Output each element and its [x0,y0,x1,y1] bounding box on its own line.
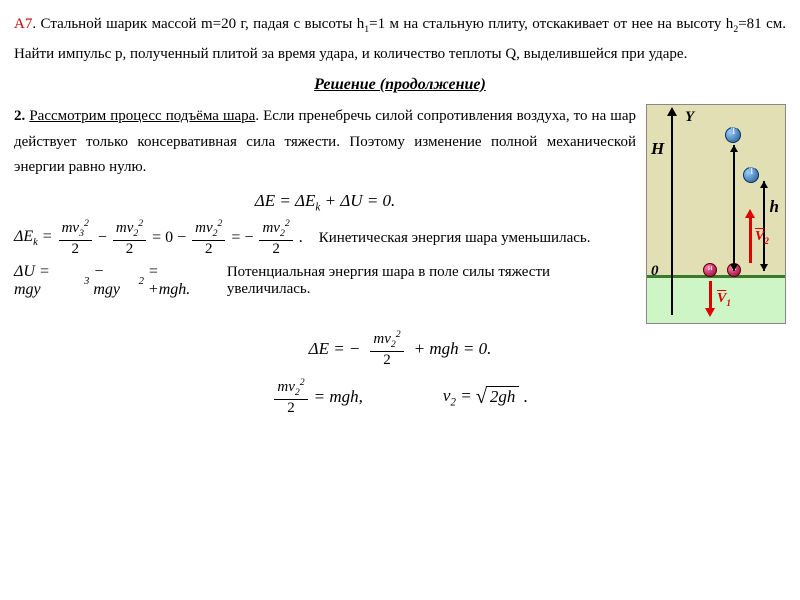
label-zero: 0 [651,263,659,280]
problem-text-2: =1 м на стальную плиту, отскакивает от н… [369,16,733,32]
formula-delta-ek: ΔEk = mv322 − mv222 = 0 − mv222 = − mv22… [14,219,636,257]
ball-top [725,127,741,143]
height-arrow-Hball [733,145,735,271]
du-sub3: 3 [84,276,89,287]
formula-energy-total: ΔE = ΔEk + ΔU = 0. [14,191,636,213]
height-arrow-h [763,181,765,271]
potential-note: Потенциальная энергия шара в поле силы т… [227,264,636,298]
du-minus: − mgy [93,263,134,299]
du-expr: ΔU = mgy [14,263,80,299]
ball-bottom-left [703,263,717,277]
process-num: 2. [14,108,25,124]
text-column: 2. Рассмотрим процесс подъёма шара. Если… [14,104,636,324]
diagram-ground [647,275,785,278]
label-H: H [651,139,664,159]
label-Y: Y [685,109,694,126]
process-text: 2. Рассмотрим процесс подъёма шара. Если… [14,104,636,181]
physics-diagram: Y H 0 h V2 V1 [646,104,786,324]
formula-final: mv222 = mgh, v2 = √2gh. [14,378,786,416]
kinetic-note: Кинетическая энергия шара уменьшилась. [319,230,591,247]
label-v1: V1 [717,291,731,308]
solution-title: Решение (продолжение) [14,76,786,94]
problem-label: А7 [14,16,32,32]
label-v2: V2 [755,229,769,246]
process-underline: Рассмотрим процесс подъёма шара [29,108,255,124]
content-row: 2. Рассмотрим процесс подъёма шара. Если… [14,104,786,324]
y-axis [671,111,673,315]
vector-v2 [749,213,752,263]
formula-delta-e-sum: ΔE = − mv222 + mgh = 0. [14,330,786,368]
du-eq: = +mgh. [148,263,205,299]
ball-mid [743,167,759,183]
formula-delta-u: ΔU = mgy 3 − mgy 2 = +mgh. Потенциальная э… [14,263,636,299]
vector-v1 [709,281,712,313]
problem-text-1: . Стальной шарик массой m=20 г, падая с … [32,16,364,32]
du-sub2: 2 [139,276,144,287]
problem-statement: А7. Стальной шарик массой m=20 г, падая … [14,10,786,68]
label-h: h [770,197,779,217]
